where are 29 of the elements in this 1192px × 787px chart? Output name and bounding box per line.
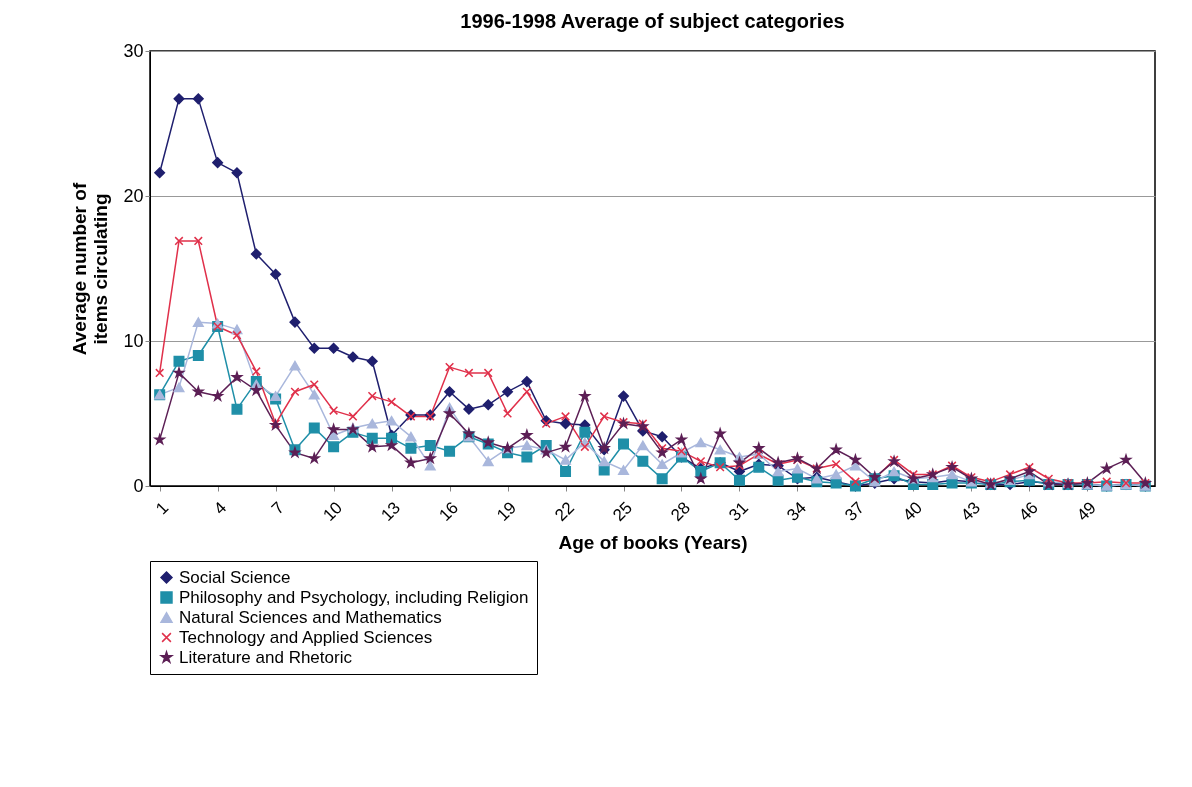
x-tick-label: 13	[377, 498, 405, 525]
x-tick-label: 34	[783, 498, 810, 525]
y-tick-label: 20	[123, 185, 144, 206]
x-tick-label: 31	[725, 498, 752, 525]
legend-label: Natural Sciences and Mathematics	[179, 607, 442, 627]
y-axis-title: Average number of items circulating	[69, 182, 112, 356]
x-tick-label: 22	[551, 498, 579, 525]
x-tick-label: 4	[210, 498, 231, 519]
x-tick-label: 28	[667, 498, 695, 525]
chart-title: 1996-1998 Average of subject categories	[460, 10, 845, 32]
y-tick-label: 30	[123, 40, 144, 61]
x-tick-label: 43	[957, 498, 984, 525]
x-tick-label: 25	[609, 498, 637, 525]
x-tick-label: 10	[319, 498, 347, 525]
legend-label: Technology and Applied Sciences	[179, 627, 433, 647]
y-tick-label: 10	[123, 330, 144, 351]
x-axis-title: Age of books (Years)	[558, 532, 748, 554]
x-tick-label: 1	[152, 498, 173, 519]
x-tick-label: 37	[841, 498, 868, 525]
x-tick-label: 46	[1015, 498, 1042, 525]
x-tick-label: 40	[899, 498, 926, 525]
y-tick-label: 0	[133, 475, 144, 496]
x-tick-label: 16	[435, 498, 463, 525]
legend-label: Philosophy and Psychology, including Religion	[179, 587, 529, 607]
legend-label: Social Science	[179, 567, 291, 587]
x-tick-label: 19	[493, 498, 521, 525]
legend-label: Literature and Rhetoric	[179, 647, 353, 667]
x-tick-label: 7	[268, 498, 289, 519]
x-tick-label: 49	[1073, 498, 1100, 525]
